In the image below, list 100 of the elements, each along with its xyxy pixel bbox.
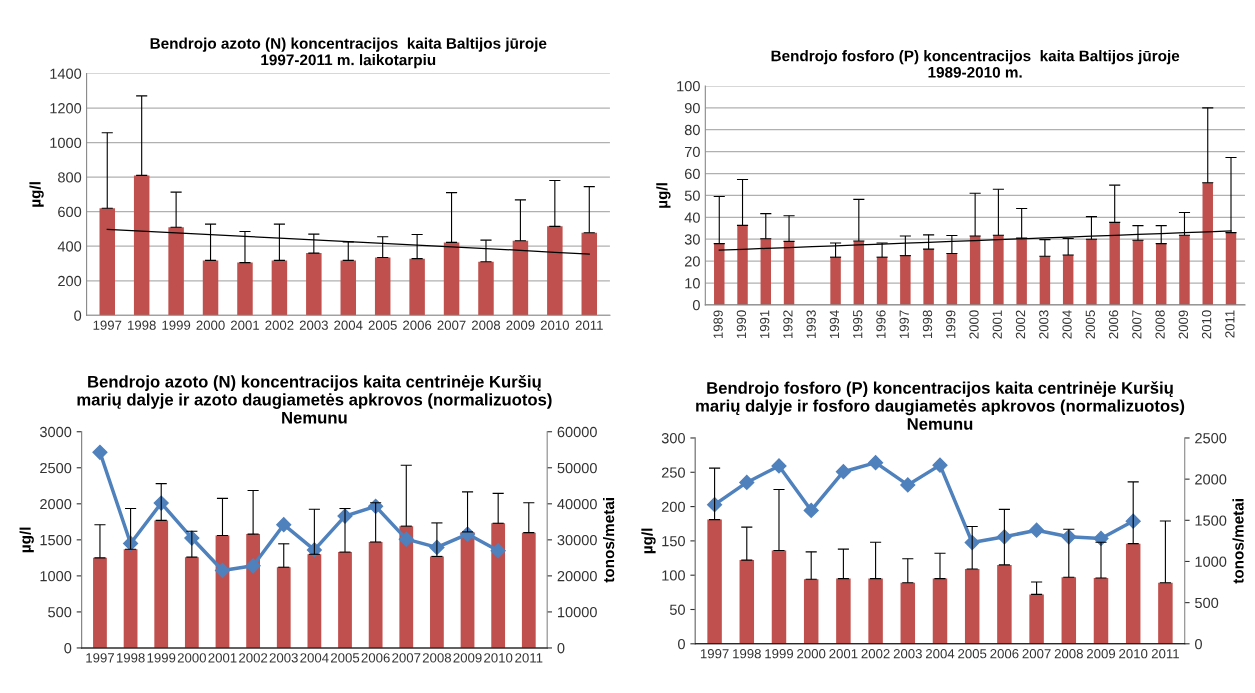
- bar: [760, 238, 772, 305]
- y-tick-label: 0: [692, 300, 700, 311]
- x-tick-label: 2010: [1201, 310, 1212, 339]
- y2-tick-label: 0: [1195, 638, 1202, 650]
- x-tick-label: 2004: [334, 320, 363, 330]
- bar: [737, 225, 748, 305]
- y-tick-label: 2500: [40, 462, 72, 474]
- x-tick-label: 1997: [86, 653, 114, 663]
- y2-tick-label: 30000: [557, 534, 597, 546]
- y2-tick-label: 20000: [557, 570, 597, 582]
- x-tick-label: 2002: [239, 653, 268, 663]
- bar: [184, 557, 199, 648]
- bar: [1029, 594, 1044, 644]
- point: [92, 444, 108, 460]
- point: [868, 455, 884, 471]
- x-tick-label: 2011: [515, 653, 543, 663]
- bar: [374, 257, 391, 316]
- bar: [237, 262, 253, 316]
- y-axis-title: µg/l: [29, 182, 44, 207]
- point: [276, 517, 292, 533]
- bar: [581, 232, 598, 316]
- y-tick-label: 2000: [40, 498, 72, 510]
- y-axis-title: µg/l: [641, 528, 656, 554]
- bar: [512, 240, 529, 316]
- x-tick-label: 1990: [736, 310, 747, 339]
- y-tick-label: 3000: [39, 426, 72, 438]
- bar: [900, 582, 916, 644]
- x-tick-label: 2002: [265, 320, 294, 330]
- y-tick-label: 1200: [50, 103, 82, 114]
- x-tick-label: 1995: [853, 310, 863, 339]
- x-tick-label: 2005: [958, 649, 987, 659]
- x-tick-label: 1991: [759, 310, 770, 339]
- y-tick-label: 100: [662, 570, 685, 581]
- x-tick-label: 2008: [471, 320, 501, 330]
- bar: [368, 542, 383, 648]
- y2-tick-label: 10000: [558, 607, 597, 618]
- x-tick-label: 2006: [403, 320, 432, 330]
- bar: [997, 564, 1012, 644]
- x-tick-label: 2001: [992, 310, 1002, 339]
- y2-tick-label: 1500: [1195, 515, 1227, 526]
- x-tick-label: 2011: [1151, 649, 1179, 659]
- x-tick-label: 1999: [946, 310, 956, 339]
- bar: [1086, 239, 1097, 305]
- bar: [123, 549, 138, 648]
- x-tick-label: 2010: [1119, 649, 1148, 659]
- x-tick-label: 2005: [1085, 310, 1095, 339]
- bar: [133, 175, 150, 316]
- bar: [853, 240, 865, 305]
- bar: [340, 260, 357, 316]
- y2-axis-title: tonos/metai: [603, 498, 615, 583]
- x-tick-label: 2000: [196, 320, 225, 330]
- bar: [547, 226, 563, 316]
- x-tick-label: 1998: [116, 653, 145, 663]
- x-tick-label: 2007: [1022, 649, 1051, 659]
- y-tick-label: 50: [669, 604, 685, 615]
- x-tick-label: 1994: [829, 310, 840, 339]
- y-tick-label: 50: [684, 190, 700, 201]
- bar: [202, 260, 219, 316]
- x-tick-label: 1997: [93, 320, 122, 330]
- point: [932, 457, 948, 473]
- x-tick-label: 2007: [1132, 310, 1142, 339]
- x-tick-label: 2008: [422, 653, 452, 663]
- bar: [1016, 238, 1027, 305]
- bar: [969, 235, 981, 305]
- y2-tick-label: 0: [557, 643, 565, 654]
- point: [1029, 522, 1045, 538]
- y2-tick-label: 500: [1195, 597, 1219, 609]
- bar: [1093, 577, 1109, 644]
- x-tick-label: 2003: [269, 653, 298, 663]
- y-tick-label: 0: [64, 643, 72, 654]
- x-tick-label: 1998: [922, 310, 933, 339]
- y2-axis-title: tonos/metai: [1232, 499, 1244, 584]
- y-axis-title: µg/l: [19, 527, 34, 553]
- x-tick-label: 2005: [331, 653, 360, 663]
- bar: [168, 227, 184, 316]
- point: [803, 502, 819, 518]
- point: [1093, 530, 1109, 546]
- bar: [154, 520, 169, 648]
- chart-title: Bendrojo fosforo (P) koncentracijos kaita centrinėje Kuršių marių dalyje ir fosforo daugiametės apkrovos (normalizuotos) Nemunu: [696, 381, 1185, 430]
- point: [900, 477, 916, 493]
- bar: [923, 249, 934, 305]
- point: [771, 458, 787, 474]
- y-tick-label: 70: [684, 146, 700, 158]
- x-tick-label: 2008: [1054, 649, 1083, 659]
- x-tick-label: 1997: [899, 310, 909, 339]
- point: [214, 562, 231, 579]
- bar: [707, 519, 722, 644]
- x-tick-label: 2009: [506, 320, 535, 330]
- point: [245, 558, 261, 574]
- x-tick-label: 2002: [861, 649, 890, 659]
- point: [739, 474, 755, 491]
- y-tick-label: 40: [684, 212, 700, 223]
- x-tick-label: 2006: [990, 649, 1019, 659]
- point: [398, 531, 414, 547]
- x-tick-label: 2000: [969, 310, 979, 339]
- x-tick-label: 1997: [700, 649, 729, 659]
- bar: [430, 556, 444, 648]
- bar: [93, 557, 107, 648]
- bar: [1125, 543, 1141, 644]
- x-tick-label: 1999: [162, 320, 191, 330]
